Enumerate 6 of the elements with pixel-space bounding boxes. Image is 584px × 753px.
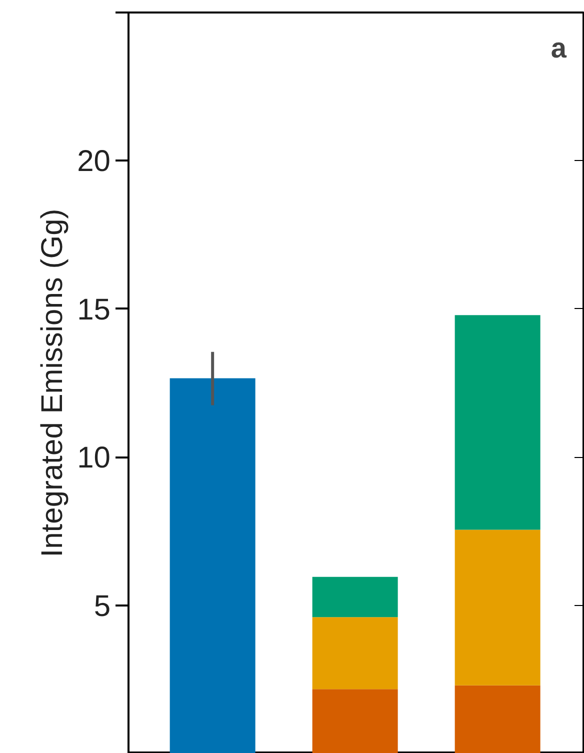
y-tick-label: 10 xyxy=(77,442,111,475)
y-tick-label: 5 xyxy=(94,590,111,623)
y-axis-title: Integrated Emissions (Gg) xyxy=(36,208,70,558)
y-tick-label: 15 xyxy=(77,293,111,326)
annotation: a xyxy=(550,32,567,64)
y-tick-label: 20 xyxy=(77,145,111,178)
